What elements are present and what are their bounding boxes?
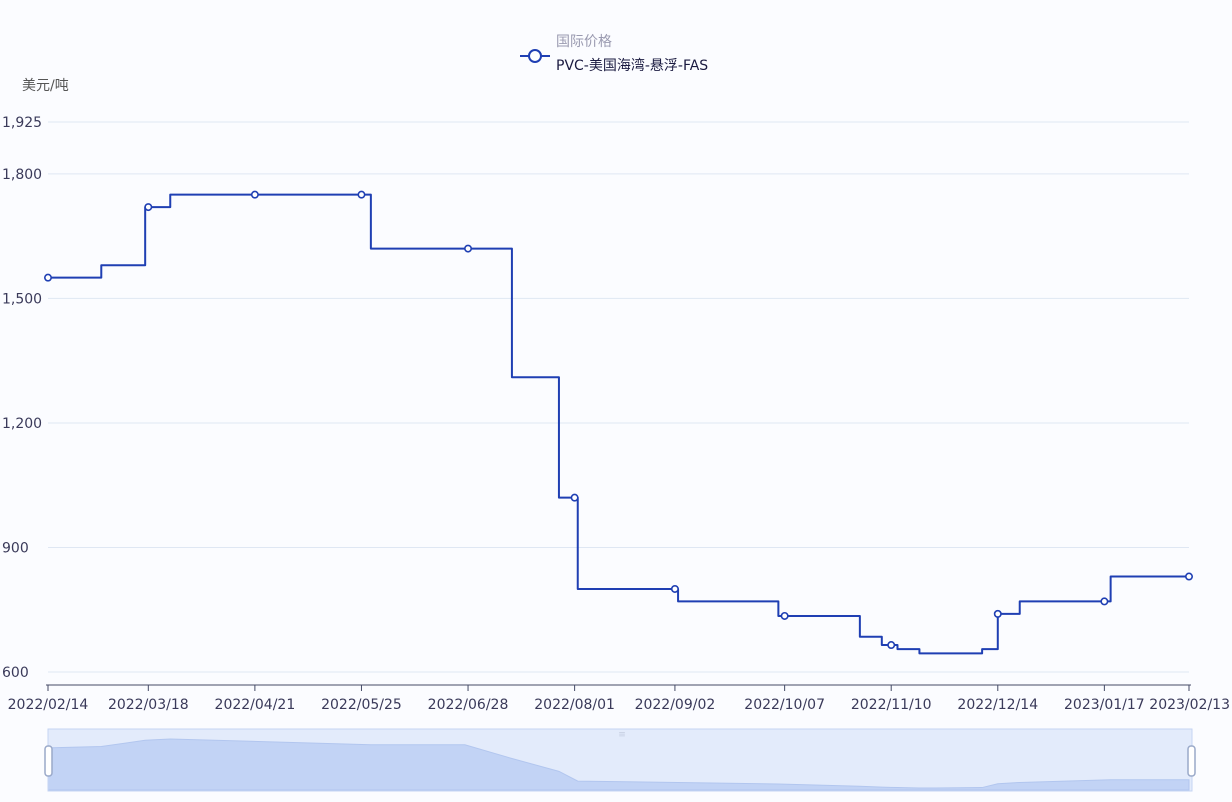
data-point-marker[interactable] bbox=[464, 244, 473, 253]
y-tick-label: 1,500 bbox=[2, 291, 42, 307]
data-zoom-slider[interactable]: ≡ bbox=[44, 728, 1196, 792]
x-tick-label: 2022/04/21 bbox=[215, 697, 296, 713]
data-point-marker[interactable] bbox=[887, 641, 896, 650]
data-point-marker[interactable] bbox=[43, 273, 52, 282]
legend-series-label: PVC-美国海湾-悬浮-FAS bbox=[556, 57, 708, 74]
x-tick-label: 2022/06/28 bbox=[428, 697, 509, 713]
data-zoom-selection[interactable] bbox=[47, 728, 1193, 792]
data-markers bbox=[43, 190, 1194, 650]
y-axis-ticks: 600 900 1,200 1,500 1,800 1,925 bbox=[2, 115, 42, 681]
x-tick-label: 2023/02/13 bbox=[1149, 697, 1230, 713]
x-tick-label: 2023/01/17 bbox=[1064, 697, 1145, 713]
legend-group-label: 国际价格 bbox=[556, 34, 612, 50]
data-zoom-preview-area bbox=[47, 738, 1190, 791]
x-tick-label: 2022/09/02 bbox=[635, 697, 716, 713]
data-point-marker[interactable] bbox=[357, 190, 366, 199]
x-tick-label: 2022/03/18 bbox=[108, 697, 189, 713]
legend[interactable]: 国际价格 PVC-美国海湾-悬浮-FAS bbox=[520, 34, 708, 74]
data-point-marker[interactable] bbox=[1185, 572, 1194, 581]
y-tick-label: 1,800 bbox=[2, 167, 42, 183]
y-axis-label: 美元/吨 bbox=[22, 78, 69, 94]
grid-lines bbox=[48, 121, 1189, 673]
data-point-marker[interactable] bbox=[250, 190, 259, 199]
data-point-marker[interactable] bbox=[1100, 597, 1109, 606]
x-tick-label: 2022/02/14 bbox=[8, 697, 89, 713]
x-tick-label: 2022/12/14 bbox=[957, 697, 1038, 713]
data-zoom-grip-icon: ≡ bbox=[618, 730, 626, 740]
data-point-marker[interactable] bbox=[144, 203, 153, 212]
series-lines bbox=[48, 193, 1189, 655]
data-zoom-handle-left[interactable] bbox=[44, 745, 53, 777]
data-point-marker[interactable] bbox=[570, 493, 579, 502]
x-tick-label: 2022/11/10 bbox=[851, 697, 932, 713]
data-point-marker[interactable] bbox=[670, 584, 679, 593]
y-tick-label: 1,925 bbox=[2, 115, 42, 131]
data-zoom-handle-right[interactable] bbox=[1187, 745, 1196, 777]
x-axis: 2022/02/14 2022/03/18 2022/04/21 2022/05/25… bbox=[8, 684, 1230, 713]
x-tick-label: 2022/08/01 bbox=[534, 697, 615, 713]
legend-marker-icon bbox=[528, 49, 542, 63]
x-tick-label: 2022/10/07 bbox=[744, 697, 825, 713]
data-point-marker[interactable] bbox=[993, 609, 1002, 618]
y-tick-label: 1,200 bbox=[2, 416, 42, 432]
x-tick-label: 2022/05/25 bbox=[321, 697, 402, 713]
data-point-marker[interactable] bbox=[780, 611, 789, 620]
series-line bbox=[48, 193, 1189, 655]
y-tick-label: 600 bbox=[2, 665, 29, 681]
y-tick-label: 900 bbox=[2, 540, 29, 556]
